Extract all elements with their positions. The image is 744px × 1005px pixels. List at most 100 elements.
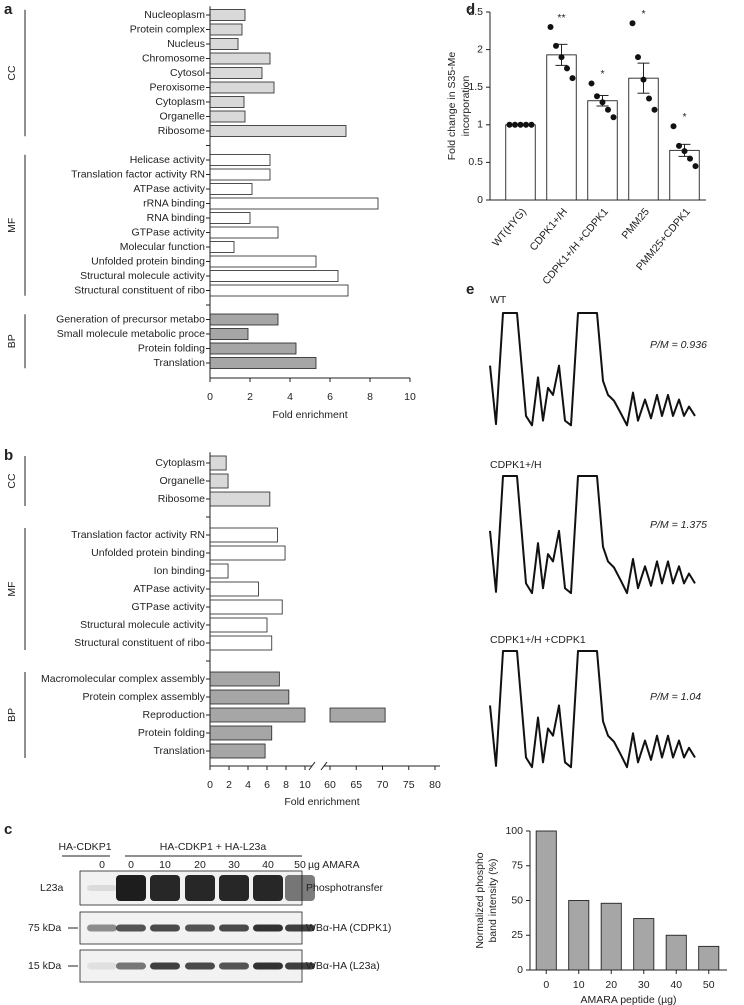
- bar: [209, 328, 249, 340]
- x-tick-label: 8: [283, 779, 289, 791]
- bar: [209, 527, 278, 543]
- y-tick-label: 0.5: [468, 156, 483, 168]
- blot-group: HA-CDKP1: [58, 841, 111, 853]
- blot-band: [253, 962, 283, 970]
- bar: [209, 357, 317, 369]
- bar: [209, 313, 279, 326]
- panel-label: a: [4, 1, 13, 18]
- blot-band: [87, 924, 117, 932]
- bar: [505, 124, 536, 201]
- group-label: CC: [6, 65, 18, 81]
- y-tick-label: 2.5: [468, 6, 483, 18]
- category-label: Ion binding: [154, 565, 206, 577]
- lane-label: 10: [159, 859, 171, 871]
- blot-band: [150, 875, 180, 901]
- data-point: [646, 95, 652, 102]
- lane-label: 20: [194, 859, 206, 871]
- x-tick-label: 8: [367, 391, 373, 403]
- x-tick-label: 0: [207, 391, 213, 403]
- significance: *: [641, 8, 645, 20]
- x-tick-label: 4: [245, 779, 251, 791]
- category-label: Translation: [153, 745, 205, 757]
- bar: [628, 77, 659, 201]
- bar: [209, 67, 263, 79]
- bar: [209, 241, 235, 253]
- bar: [209, 743, 266, 759]
- bar: [209, 617, 268, 633]
- data-point: [599, 99, 606, 106]
- x-tick-label: 10: [404, 391, 416, 403]
- category-label: Ribosome: [158, 493, 205, 505]
- data-point: [569, 75, 576, 82]
- data-point: [635, 54, 641, 61]
- bar: [209, 226, 279, 239]
- y-tick-label: 25: [511, 929, 523, 941]
- bar: [209, 270, 339, 282]
- category-label: Protein complex: [130, 23, 206, 35]
- category-label: Chromosome: [142, 52, 205, 64]
- blot-row-left: 15 kDa: [28, 960, 61, 972]
- data-point: [588, 80, 595, 87]
- blot-row-right: WBα-HA (CDPK1): [306, 922, 391, 934]
- category-label: Structural constituent of ribo: [74, 637, 205, 649]
- blot-band: [285, 962, 315, 970]
- group-label: MF: [6, 218, 18, 233]
- category-label: Unfolded protein binding: [91, 255, 205, 267]
- lane-label: 30: [228, 859, 240, 871]
- lane-label: 50: [294, 859, 306, 871]
- category-label: ATPase activity: [133, 183, 205, 195]
- bar: [209, 635, 273, 651]
- bar: [209, 212, 251, 224]
- y-tick-label: 75: [511, 860, 523, 872]
- x-tick-label: WT(HYG): [490, 206, 529, 249]
- blot-band: [185, 924, 215, 932]
- blot-band: [87, 885, 117, 891]
- category-label: Macromolecular complex assembly: [41, 673, 206, 685]
- category-label: Cytosol: [170, 67, 205, 79]
- data-point: [528, 121, 535, 128]
- bar: [209, 671, 280, 687]
- bar: [209, 689, 290, 705]
- x-tick-label: 0: [207, 779, 213, 791]
- category-label: Organelle: [159, 110, 205, 122]
- bar: [209, 455, 227, 471]
- blot-band: [116, 875, 146, 901]
- bar: [209, 38, 239, 50]
- category-label: Organelle: [159, 475, 205, 487]
- x-tick-label: 2: [226, 779, 232, 791]
- category-label: Structural constituent of ribo: [74, 284, 205, 296]
- data-point: [692, 163, 699, 170]
- category-label: Translation: [153, 357, 205, 369]
- blot-band: [87, 962, 117, 970]
- blot-band: [185, 875, 215, 901]
- y-axis-title: Normalized phospho: [474, 852, 486, 948]
- data-point: [640, 76, 647, 83]
- blot-band: [219, 924, 249, 932]
- x-tick-label: 6: [264, 779, 270, 791]
- bar: [633, 918, 655, 971]
- significance: **: [557, 12, 565, 24]
- group-label: BP: [6, 708, 18, 722]
- x-tick-label: 10: [573, 979, 585, 991]
- category-label: rRNA binding: [143, 197, 205, 209]
- bar: [209, 599, 283, 615]
- x-tick-label: 50: [703, 979, 715, 991]
- panel-label: b: [4, 447, 13, 464]
- data-point: [605, 106, 611, 113]
- y-tick-label: 0: [477, 194, 483, 206]
- trace-label: WT: [490, 294, 507, 306]
- panel-label: e: [466, 281, 474, 298]
- blot-band: [150, 962, 180, 970]
- bar: [209, 563, 229, 579]
- x-tick-label: 60: [324, 779, 336, 791]
- panel-label: d: [466, 1, 475, 18]
- x-tick-label: CDPK1+/H: [528, 206, 570, 253]
- category-label: RNA binding: [147, 212, 206, 224]
- axis-break: [320, 761, 328, 771]
- x-axis-title: AMARA peptide (µg): [581, 994, 677, 1005]
- lane-label: 0: [128, 859, 134, 871]
- category-label: Reproduction: [143, 709, 206, 721]
- trace: [489, 312, 696, 427]
- significance: *: [682, 111, 686, 123]
